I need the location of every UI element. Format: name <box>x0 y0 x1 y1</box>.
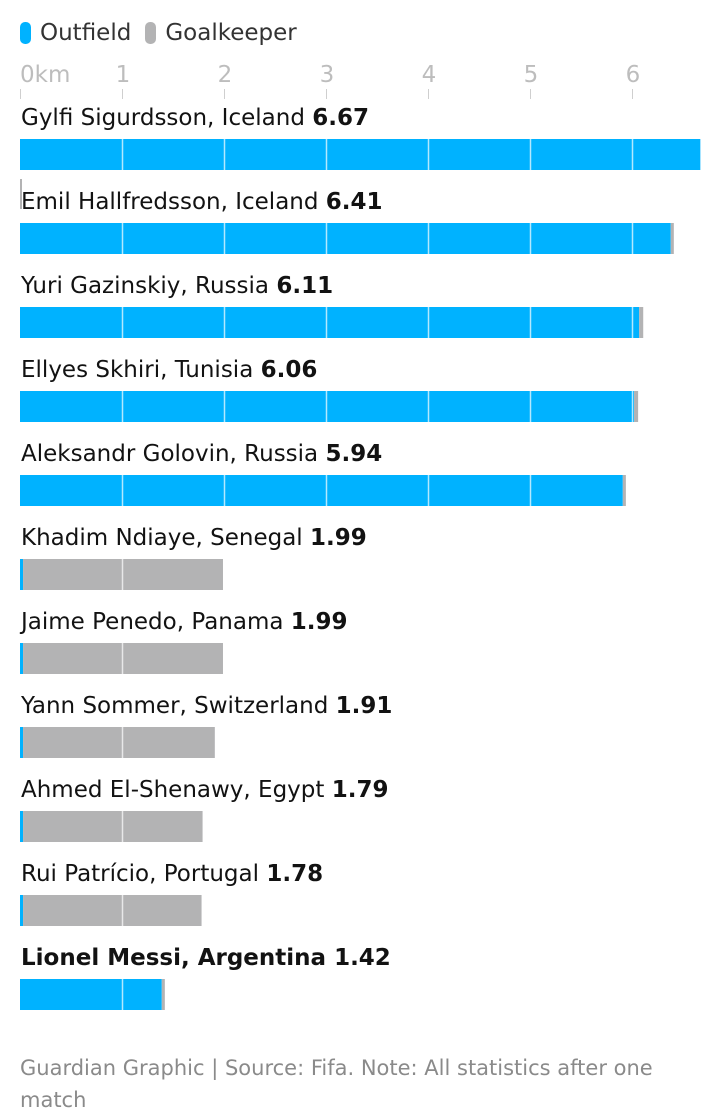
bar-outfield <box>20 979 162 1010</box>
player-distance-value: 6.67 <box>312 105 369 131</box>
bar-goalkeeper <box>161 979 165 1010</box>
player-label: Yuri Gazinskiy, Russia 6.11 <box>20 273 333 299</box>
player-distance-value: 1.78 <box>266 861 323 887</box>
player-distance-value: 5.94 <box>325 441 382 467</box>
player-distance-value: 6.41 <box>326 189 383 215</box>
bar-outfield <box>20 139 701 170</box>
bar-goalkeeper <box>622 475 626 506</box>
label-marker <box>20 179 22 209</box>
player-label: Emil Hallfredsson, Iceland 6.41 <box>21 189 383 215</box>
player-label: Rui Patrício, Portugal 1.78 <box>21 861 323 887</box>
bar-outfield <box>20 223 671 254</box>
player-distance-value: 1.42 <box>334 945 391 971</box>
player-label: Gylfi Sigurdsson, Iceland 6.67 <box>21 105 369 131</box>
player-name: Yann Sommer, Switzerland <box>20 693 336 719</box>
bar-outfield <box>20 559 24 590</box>
player-label: Ahmed El-Shenawy, Egypt 1.79 <box>21 777 388 803</box>
player-distance-value: 6.11 <box>276 273 333 299</box>
bar-goalkeeper <box>639 307 644 338</box>
player-label: Aleksandr Golovin, Russia 5.94 <box>21 441 382 467</box>
player-name: Ellyes Skhiri, Tunisia <box>21 357 261 383</box>
bar-outfield <box>20 727 24 758</box>
player-name: Yuri Gazinskiy, Russia <box>20 273 276 299</box>
axis-tick-label: 2 <box>218 62 233 88</box>
player-label: Yann Sommer, Switzerland 1.91 <box>20 693 392 719</box>
legend-swatch-goalkeeper <box>145 22 157 44</box>
bar-outfield <box>20 307 640 338</box>
player-name: Lionel Messi, Argentina <box>21 945 334 971</box>
player-distance-value: 6.06 <box>261 357 318 383</box>
player-label: Khadim Ndiaye, Senegal 1.99 <box>21 525 367 551</box>
player-distance-value: 1.99 <box>291 609 348 635</box>
axis-tick-label: 6 <box>626 62 641 88</box>
axis-tick-label: 1 <box>116 62 131 88</box>
player-name: Aleksandr Golovin, Russia <box>21 441 325 467</box>
player-name: Emil Hallfredsson, Iceland <box>21 189 326 215</box>
legend-item-outfield: Outfield <box>20 20 131 46</box>
axis-tick-label: 3 <box>320 62 335 88</box>
bar-outfield <box>20 643 24 674</box>
legend-label-outfield: Outfield <box>40 20 132 46</box>
player-distance-value: 1.91 <box>336 693 393 719</box>
legend: Outfield Goalkeeper <box>20 18 311 48</box>
player-name: Gylfi Sigurdsson, Iceland <box>21 105 312 131</box>
player-label: Ellyes Skhiri, Tunisia 6.06 <box>21 357 317 383</box>
bar-outfield <box>20 895 24 926</box>
bar-outfield <box>20 811 24 842</box>
bar-goalkeeper <box>670 223 674 254</box>
player-name: Ahmed El-Shenawy, Egypt <box>21 777 332 803</box>
bar-goalkeeper <box>23 811 203 842</box>
legend-label-goalkeeper: Goalkeeper <box>165 20 297 46</box>
legend-item-goalkeeper: Goalkeeper <box>145 20 297 46</box>
bar-goalkeeper <box>23 727 215 758</box>
player-label: Lionel Messi, Argentina 1.42 <box>21 945 391 971</box>
axis-tick-label: 0km <box>20 62 70 88</box>
bar-chart: 0km 1 2 3 4 5 6 Gylfi Sigurdsson, Iceland 6.67 E… <box>19 62 701 1010</box>
player-name: Rui Patrício, Portugal <box>21 861 266 887</box>
bar-outfield <box>20 475 623 506</box>
player-distance-value: 1.79 <box>332 777 389 803</box>
player-label: Jaime Penedo, Panama 1.99 <box>19 609 348 635</box>
player-name: Jaime Penedo, Panama <box>19 609 291 635</box>
bar-goalkeeper <box>634 391 639 422</box>
source-note: Guardian Graphic | Source: Fifa. Note: A… <box>20 1056 653 1112</box>
axis-tick-label: 4 <box>422 62 437 88</box>
bar-goalkeeper <box>23 895 202 926</box>
player-name: Khadim Ndiaye, Senegal <box>21 525 310 551</box>
legend-swatch-outfield <box>20 22 31 44</box>
axis-tick-label: 5 <box>524 62 539 88</box>
player-distance-value: 1.99 <box>310 525 367 551</box>
